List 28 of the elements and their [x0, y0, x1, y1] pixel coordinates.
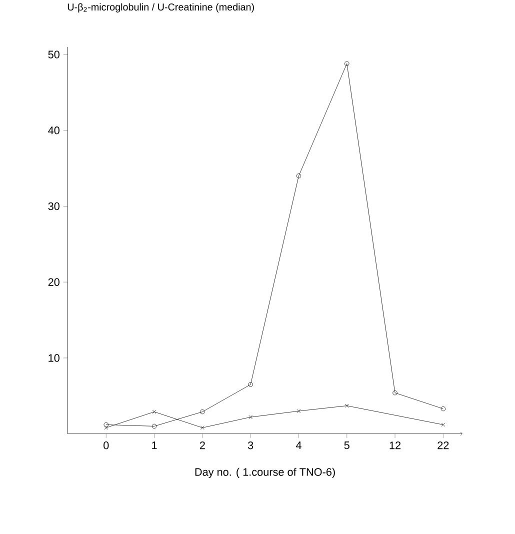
point [152, 410, 156, 414]
x-tick-label: 0 [104, 442, 109, 450]
point [392, 390, 398, 396]
x-tick-label: 22 [438, 442, 449, 450]
point [441, 422, 446, 427]
point [200, 426, 204, 430]
point [152, 424, 157, 429]
x-tick-label: 3 [248, 442, 254, 450]
y-tick-label: 20 [48, 278, 60, 286]
x-tick-label: 5 [344, 442, 350, 450]
x-tick-label: 12 [390, 442, 401, 450]
point [248, 382, 254, 387]
y-tick-label: 30 [48, 202, 60, 210]
x-axis-title: Day no. ( 1.course of TNO-6) [195, 468, 335, 478]
point [248, 415, 253, 420]
point [296, 409, 301, 413]
point [296, 174, 302, 178]
point [345, 404, 349, 408]
x-tick-label: 1 [152, 442, 157, 449]
point [104, 426, 108, 430]
point [200, 409, 205, 414]
y-tick-label: 10 [48, 354, 60, 362]
x-tick-label: 2 [200, 442, 205, 450]
x-tick-label: 4 [296, 442, 302, 449]
y-tick-label: 50 [48, 50, 60, 58]
y-axis-title: U-β$_{2}$-microglobulin / U-Creatinine (median) [68, 3, 254, 12]
y-tick-label: 40 [48, 126, 60, 134]
point [344, 61, 350, 66]
